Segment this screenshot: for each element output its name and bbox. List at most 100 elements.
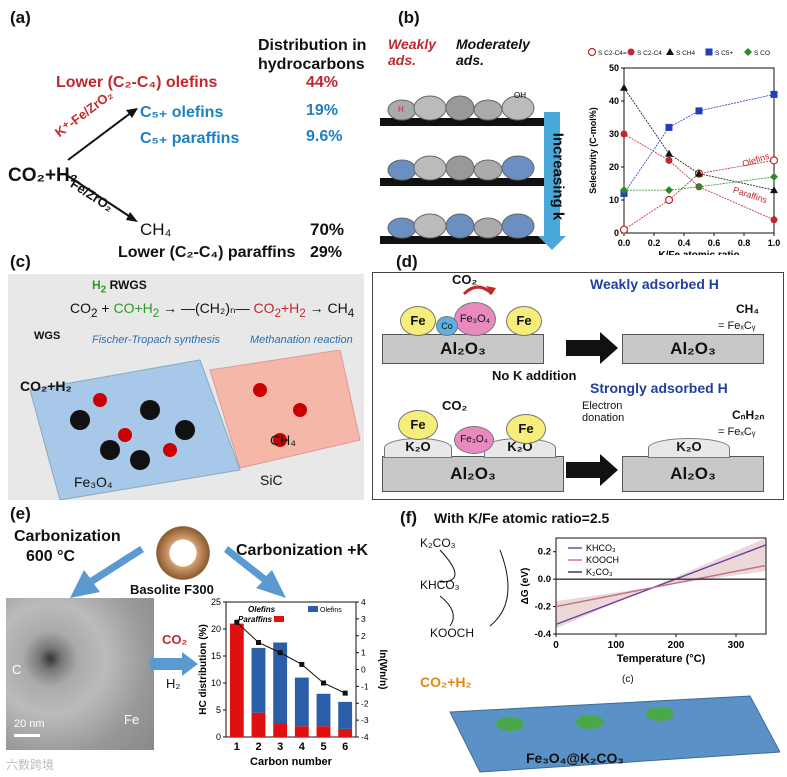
surface-top-right: Al₂O₃ [622, 334, 764, 364]
data-point [627, 48, 635, 56]
strong-h-label: Strongly adsorbed H [590, 380, 728, 396]
data-point [587, 47, 597, 57]
series-line [623, 160, 775, 231]
legend-swatch [308, 606, 318, 612]
wgs-label: WGS [34, 330, 61, 342]
ft-label: Fischer-Tropach synthesis [92, 334, 220, 346]
x-axis-label: K/Fe atomic ratio [658, 250, 739, 255]
data-point [770, 216, 778, 224]
panel-b: (b) Weakly ads. Moderately ads. H OH [380, 0, 787, 255]
series-line [624, 176, 775, 191]
surface-row-3 [380, 213, 550, 244]
chain-formula: —(CH₂)ₙ— [181, 300, 250, 316]
product-row-olefins: Lower (C₂-C₄) olefins 44% [56, 74, 356, 92]
y2-tick-label: 0 [361, 665, 366, 675]
y-tick-label: 0.0 [538, 574, 551, 585]
bar-paraffins [316, 726, 331, 737]
product-row-c5-paraffins: C₅₊ paraffins 9.6% [140, 128, 360, 148]
bar-paraffins [273, 723, 288, 737]
fe3o4-particle-2: Fe₃O₄ [454, 426, 494, 454]
fe3o4-particle: Fe₃O₄ [454, 302, 496, 336]
plot-frame [623, 67, 775, 234]
support-slab [449, 695, 780, 773]
product-name: C₅₊ olefins [140, 104, 224, 121]
panel-b-label: (b) [398, 8, 420, 27]
cycle-kooch: KOOCH [430, 626, 475, 640]
fe-particle-4: Fe [506, 414, 546, 444]
x-tick-label: 1 [234, 741, 240, 753]
product-name: Lower (C₂-C₄) paraffins [118, 244, 296, 261]
product-value: 9.6% [306, 128, 343, 145]
cycle-k2co3: K₂CO₃ [420, 536, 456, 550]
k2o-product: K₂O [648, 438, 730, 458]
cnh2n-product: CₙH₂ₙ [732, 408, 765, 422]
carbonization-arrows [70, 546, 286, 598]
product-name: CH₄ [140, 220, 172, 239]
data-point [770, 172, 778, 181]
product-row-paraffins: Lower (C₂-C₄) paraffins 29% [118, 244, 378, 262]
y-tick-label: 10 [609, 195, 619, 205]
line-point [256, 640, 261, 645]
bar-paraffins [229, 623, 244, 737]
data-point [619, 225, 629, 234]
y-tick-label: 50 [609, 63, 619, 73]
panel-f-title: With K/Fe atomic ratio=2.5 [434, 510, 610, 526]
legend-label-italic: Olefins [248, 605, 276, 614]
selectivity-chart: 0 10 20 30 40 50 0.0 0.2 0.4 0.6 0.8 1.0 K/Fe atomic… [587, 47, 780, 255]
line-series [236, 621, 346, 694]
y2-tick-label: 4 [361, 597, 366, 607]
surface-top-left: Al₂O₃ [382, 334, 544, 364]
moderately-ads-label: Moderately ads. [456, 36, 530, 68]
y2-tick-label: 2 [361, 631, 366, 641]
panel-e-label: (e) [10, 504, 31, 523]
cycle-khco3: KHCO₃ [420, 578, 460, 592]
legend-label: S C5+ [715, 50, 733, 57]
y2-axis-label: ln(Wn/n) [377, 650, 388, 690]
y-axis-label: Selectivity (C-mol%) [588, 107, 598, 194]
x-tick-label: 0.8 [738, 238, 751, 248]
reaction-arrows [67, 108, 138, 222]
x-tick-label: 0.4 [678, 238, 691, 248]
tem-fe-label: Fe [124, 712, 140, 727]
y-tick-label: 20 [211, 624, 221, 634]
product-row-c5-olefins: C₅₊ olefins 19% [140, 102, 360, 122]
svg-text:OH: OH [514, 91, 526, 100]
x-tick-label: 2 [255, 741, 261, 753]
reactant-label: CO₂+H₂ [8, 165, 79, 186]
legend-label: KOOCH [586, 555, 619, 565]
bar-olefins [338, 701, 353, 729]
ch4-label: CH₄ [270, 432, 296, 448]
reaction-scheme: CO2 + CO+H2 → —(CH₂)ₙ— CO2+H2 → CH4 [70, 300, 355, 320]
support1-label: Fe₃O₄ [74, 474, 113, 490]
y-tick-label: 15 [211, 651, 221, 661]
feed-h2: H₂ [166, 676, 181, 691]
panel-c: (c) H2 RWGS WGS CO2 + CO+H2 → —(CH₂)ₙ— C… [0, 250, 368, 502]
y-tick-label: 5 [216, 705, 221, 715]
fe-particle-2: Fe [506, 306, 542, 336]
annotation-olefins: Olefins [741, 151, 771, 169]
tem-image: C Fe 20 nm [6, 598, 154, 750]
series-line [623, 87, 775, 191]
carbonization-label: Carbonization [14, 528, 121, 545]
bar-paraffins [251, 712, 266, 737]
bar-olefins [294, 677, 309, 727]
y-tick-label: 0 [614, 228, 619, 238]
legend-label: S C2-C4= [598, 50, 627, 57]
weak-h-label: Weakly adsorbed H [590, 276, 719, 292]
mof-structure [152, 522, 214, 584]
data-point [665, 156, 673, 164]
y-tick-label: 10 [211, 678, 221, 688]
schematic-sub-label: (c) [622, 674, 634, 685]
series-line [555, 564, 767, 608]
x-tick-label: 4 [299, 741, 306, 753]
y-tick-label: 30 [609, 129, 619, 139]
x-tick-label: 6 [342, 741, 348, 753]
bar-olefins [273, 642, 288, 724]
co-particle: Co [436, 316, 458, 336]
surface-row-1: H OH [380, 91, 550, 126]
panel-a: (a) Distribution in hydrocarbons CO₂+H₂ … [0, 0, 380, 261]
feed-label: CO₂+H₂ [20, 378, 72, 394]
surface-row-2 [380, 155, 550, 186]
y2-tick-label: 1 [361, 648, 366, 658]
x-tick-label: 100 [608, 640, 625, 651]
